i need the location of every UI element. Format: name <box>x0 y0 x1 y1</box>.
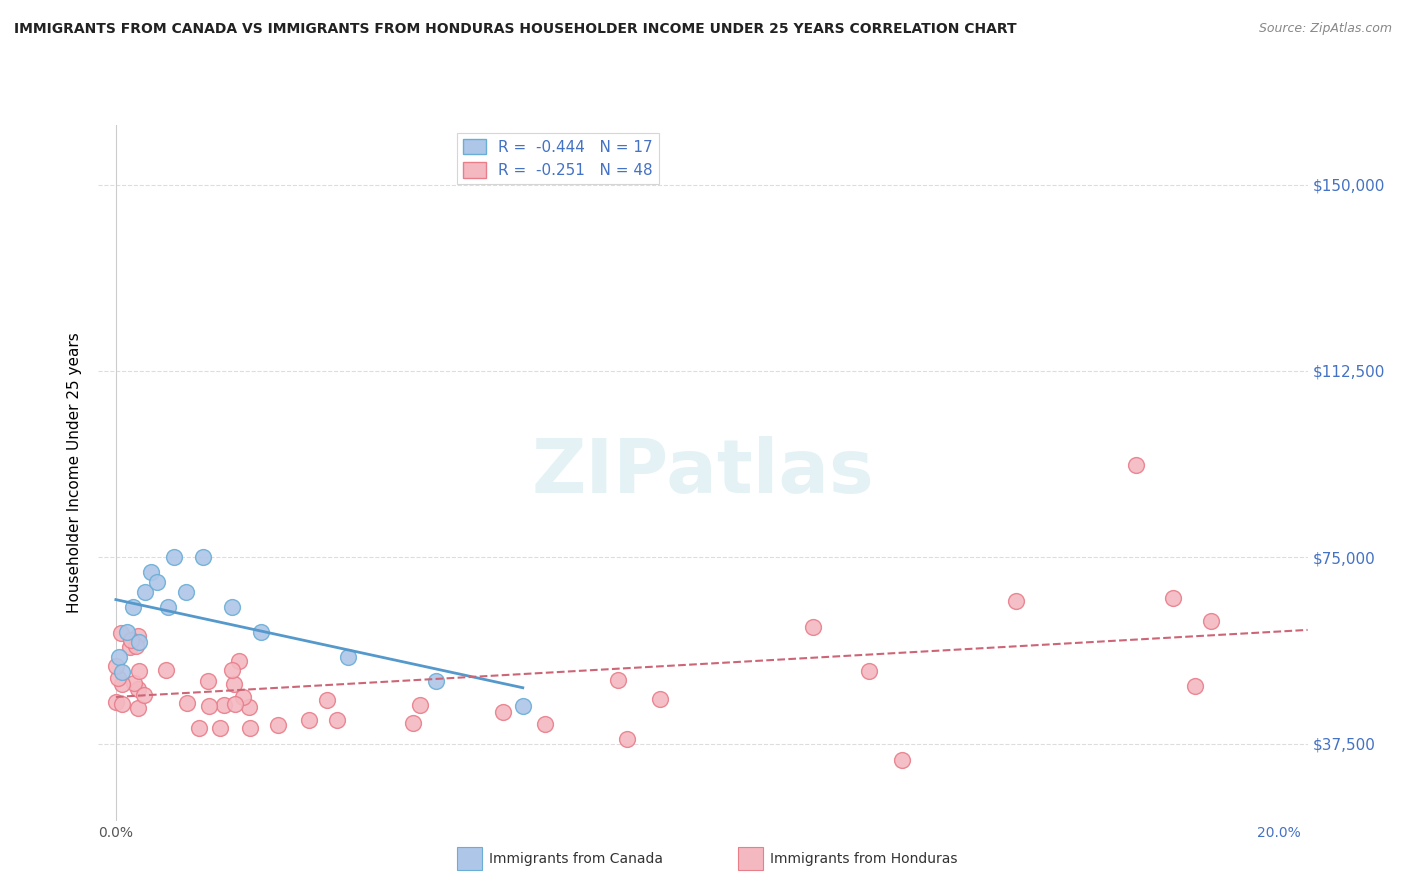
Text: Source: ZipAtlas.com: Source: ZipAtlas.com <box>1258 22 1392 36</box>
Point <box>188 721 211 735</box>
Point <box>110 677 132 691</box>
Point <box>221 599 243 614</box>
Point <box>250 624 273 639</box>
Point <box>224 697 246 711</box>
Point <box>191 550 214 565</box>
Point <box>198 699 221 714</box>
Point <box>1184 679 1206 693</box>
Text: Immigrants from Canada: Immigrants from Canada <box>489 852 664 865</box>
Point <box>337 649 360 664</box>
Point <box>616 732 638 747</box>
Point <box>104 658 127 673</box>
Legend: R =  -0.444   N = 17, R =  -0.251   N = 48: R = -0.444 N = 17, R = -0.251 N = 48 <box>457 133 659 185</box>
Point <box>232 690 254 704</box>
Point <box>221 664 243 678</box>
Point <box>239 721 262 735</box>
Point <box>1199 614 1222 628</box>
Point <box>801 620 824 634</box>
Point <box>298 713 321 727</box>
Point <box>238 699 260 714</box>
Point <box>117 624 139 639</box>
Point <box>127 630 149 644</box>
Point <box>132 688 155 702</box>
Point <box>1125 458 1147 472</box>
Point <box>316 692 339 706</box>
Point <box>1004 594 1026 608</box>
Point <box>107 649 129 664</box>
Text: Immigrants from Honduras: Immigrants from Honduras <box>770 852 957 865</box>
Point <box>125 640 148 654</box>
Point <box>606 673 628 687</box>
Point <box>1163 591 1185 606</box>
Point <box>157 599 180 614</box>
Point <box>425 674 447 689</box>
Point <box>228 654 250 668</box>
Point <box>401 715 423 730</box>
Point <box>107 671 129 685</box>
Point <box>128 634 150 648</box>
Point <box>127 681 149 696</box>
Point <box>325 713 347 727</box>
Point <box>155 663 177 677</box>
Point <box>409 698 432 713</box>
Point <box>890 753 912 767</box>
Y-axis label: Householder Income Under 25 years: Householder Income Under 25 years <box>67 333 83 613</box>
Point <box>534 717 557 731</box>
Point <box>858 664 880 678</box>
Text: ZIPatlas: ZIPatlas <box>531 436 875 509</box>
Point <box>105 695 128 709</box>
Point <box>111 697 134 711</box>
Point <box>139 565 162 579</box>
Point <box>120 640 142 654</box>
Text: IMMIGRANTS FROM CANADA VS IMMIGRANTS FROM HONDURAS HOUSEHOLDER INCOME UNDER 25 Y: IMMIGRANTS FROM CANADA VS IMMIGRANTS FRO… <box>14 22 1017 37</box>
Point <box>491 705 513 719</box>
Point <box>134 585 156 599</box>
Point <box>110 625 132 640</box>
Point <box>267 718 290 732</box>
Point <box>174 585 197 599</box>
Point <box>212 698 235 712</box>
Point <box>208 721 231 735</box>
Point <box>222 677 245 691</box>
Point <box>512 699 534 714</box>
Point <box>145 575 167 590</box>
Point <box>197 673 219 688</box>
Point <box>648 692 671 706</box>
Point <box>124 676 146 690</box>
Point <box>128 664 150 678</box>
Point <box>111 665 134 679</box>
Text: 0.0%: 0.0% <box>98 826 134 839</box>
Point <box>120 632 142 647</box>
Point <box>176 696 198 710</box>
Text: 20.0%: 20.0% <box>1257 826 1301 839</box>
Point <box>127 701 149 715</box>
Point <box>122 599 145 614</box>
Point <box>163 550 186 565</box>
